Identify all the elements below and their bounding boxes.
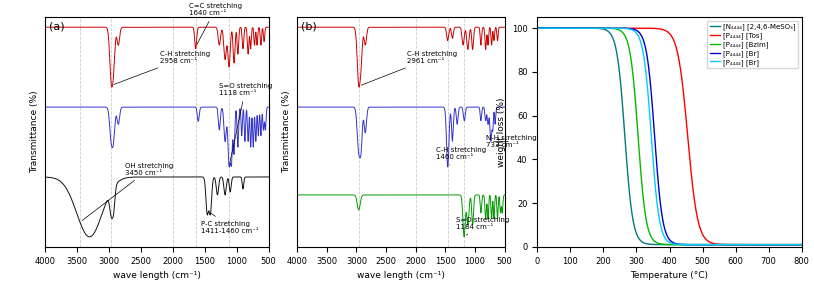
Y-axis label: weight loss (%): weight loss (%)	[497, 97, 506, 167]
Text: C-H stretching
1460 cm⁻¹: C-H stretching 1460 cm⁻¹	[436, 147, 487, 165]
Text: (a): (a)	[49, 22, 65, 32]
Text: C-H stretching
2961 cm⁻¹: C-H stretching 2961 cm⁻¹	[361, 51, 457, 85]
Text: OH stretching
3450 cm⁻¹: OH stretching 3450 cm⁻¹	[82, 163, 173, 220]
Text: S=O stretching
1118 cm⁻¹: S=O stretching 1118 cm⁻¹	[219, 83, 272, 164]
Text: (b): (b)	[301, 22, 317, 32]
Legend: [N₄₄₄₄] [2,4,6-MeSO₃], [P₄₄₄₄] [Tos], [P₄₄₄₄] [BzIm], [P₄₄₄₄] [Br], [P₄₄₄₄] [Br]: [N₄₄₄₄] [2,4,6-MeSO₃], [P₄₄₄₄] [Tos], [P…	[707, 21, 799, 68]
Text: N-H stretching
733 cm⁻¹: N-H stretching 733 cm⁻¹	[486, 135, 536, 148]
Text: S=O stretching
1184 cm⁻¹: S=O stretching 1184 cm⁻¹	[456, 217, 510, 235]
X-axis label: Temperature (°C): Temperature (°C)	[631, 271, 708, 280]
Text: C-H stretching
2958 cm⁻¹: C-H stretching 2958 cm⁻¹	[114, 51, 210, 84]
X-axis label: wave length (cm⁻¹): wave length (cm⁻¹)	[113, 271, 200, 280]
X-axis label: wave length (cm⁻¹): wave length (cm⁻¹)	[357, 271, 444, 280]
Y-axis label: Transmittance (%): Transmittance (%)	[282, 91, 291, 173]
Y-axis label: Transmittance (%): Transmittance (%)	[30, 91, 39, 173]
Text: P-C stretching
1411-1460 cm⁻¹: P-C stretching 1411-1460 cm⁻¹	[202, 213, 259, 234]
Text: C=C stretching
1640 cm⁻¹: C=C stretching 1640 cm⁻¹	[189, 3, 242, 44]
